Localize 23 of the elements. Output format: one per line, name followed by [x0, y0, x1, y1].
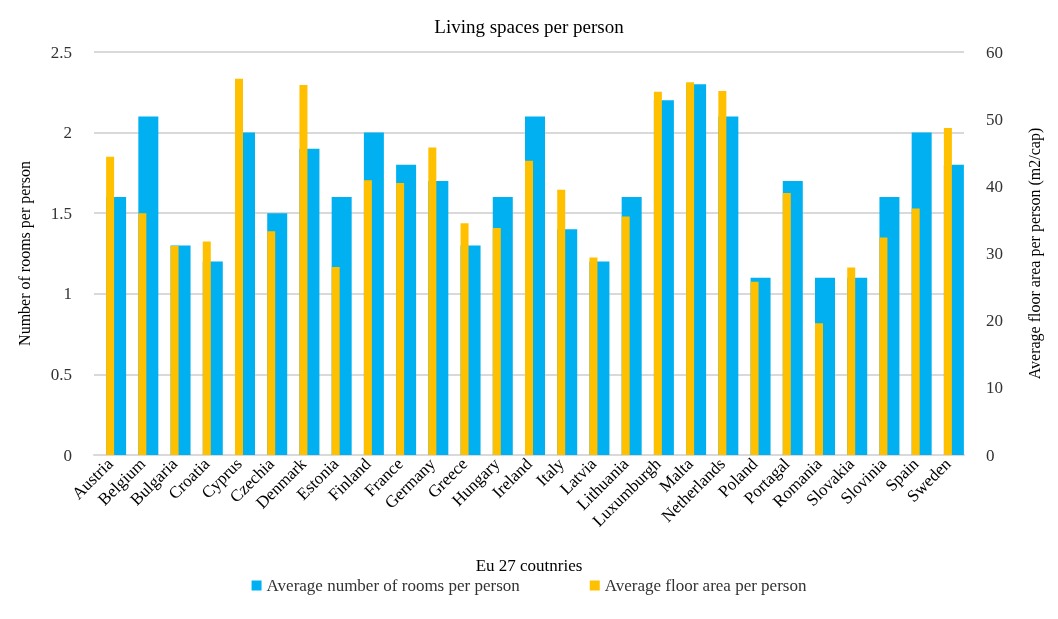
y-tick-label: 2.5 [50, 42, 72, 62]
y2-tick-label: 40 [986, 176, 1003, 196]
y-tick-label: 0 [63, 445, 72, 465]
y2-tick-label: 20 [986, 311, 1003, 331]
x-axis-title: Eu 27 coutnries [475, 556, 583, 575]
legend-label: Average number of rooms per person [266, 576, 521, 595]
y-tick-label: 1.5 [50, 203, 72, 223]
y-tick-label: 1 [63, 284, 72, 304]
chart-title: Living spaces per person [434, 16, 625, 37]
legend-label: Average floor area per person [604, 576, 807, 595]
y2-tick-label: 10 [986, 378, 1003, 398]
y2-tick-label: 0 [986, 445, 995, 465]
y2-tick-label: 50 [986, 109, 1003, 129]
y2-tick-label: 30 [986, 244, 1003, 263]
y2-axis-title: Average floor area per person (m2/cap) [1025, 127, 1044, 380]
bar [815, 323, 823, 455]
bar [331, 266, 340, 455]
bar [911, 208, 920, 455]
y-axis-title: Number of rooms per person [15, 161, 34, 346]
bar [138, 213, 147, 455]
y-tick-label: 0.5 [50, 364, 72, 384]
y2-tick-label: 60 [986, 42, 1003, 62]
y-tick-label: 2 [63, 123, 72, 143]
